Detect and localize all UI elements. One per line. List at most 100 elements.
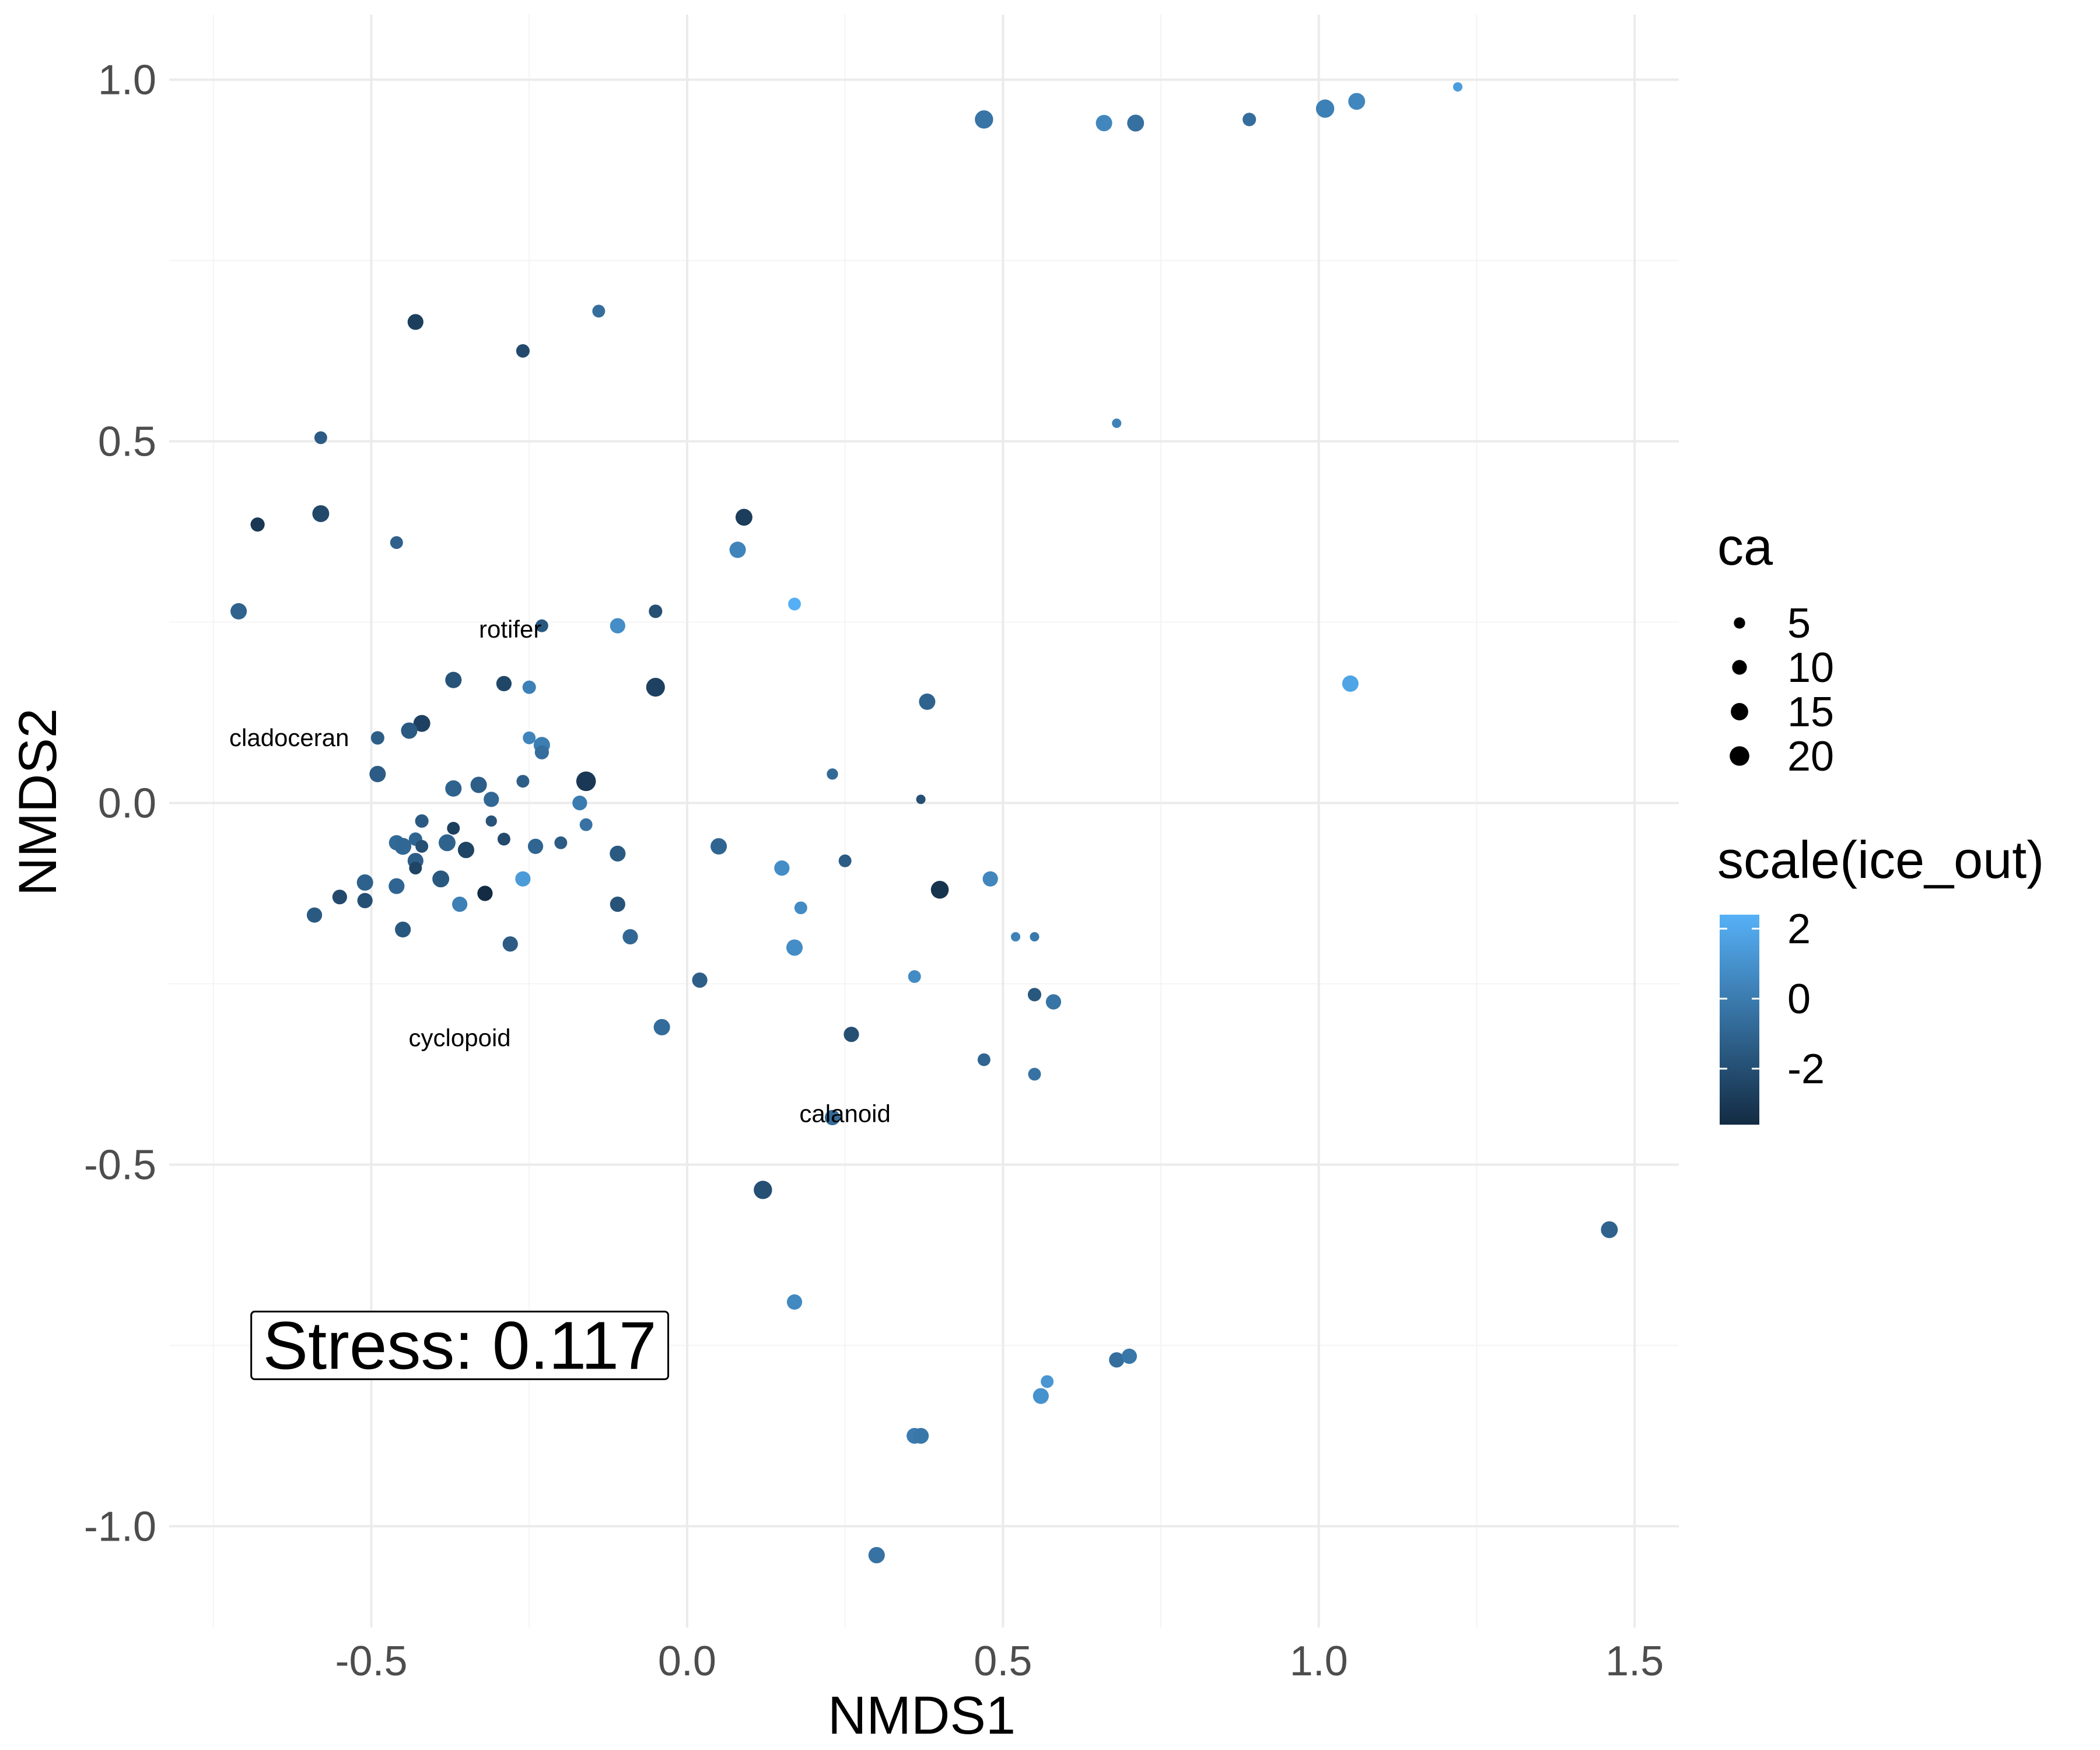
data-point [1027,988,1042,1002]
minor-gridlines [169,15,1679,1628]
data-point [982,871,998,887]
data-point [572,795,587,811]
data-point [774,860,790,876]
data-point [977,1053,991,1066]
data-point [1348,93,1366,110]
data-point [388,878,405,894]
colorbar [1720,915,1759,1125]
data-point [1028,1068,1041,1081]
size-legend-key [1730,746,1749,766]
data-point [516,344,530,358]
data-point [913,1427,929,1444]
data-point [754,1181,772,1199]
data-point [1030,932,1040,942]
data-point [515,871,531,887]
size-legend-label: 10 [1787,645,1834,691]
data-point [1112,418,1122,428]
data-point [919,693,936,710]
data-point [1452,82,1463,92]
data-point [975,110,993,129]
data-point [415,839,429,853]
data-point [395,921,411,938]
data-point [1127,114,1144,132]
data-point [447,821,460,835]
data-point [477,886,493,901]
data-point [592,304,606,318]
data-point [579,818,593,831]
colorbar-tick-label: 0 [1787,976,1811,1023]
data-point [824,1110,841,1125]
stress-box [250,1310,670,1380]
data-point [470,776,487,793]
data-point [827,768,838,780]
data-point [1032,1388,1049,1404]
y-axis-tick-labels: -1.0 -0.5 0.0 0.5 1.0 [84,57,156,1550]
data-point [786,1294,803,1310]
y-tick-label: -0.5 [84,1142,156,1188]
data-point [516,775,530,788]
data-point [369,765,386,782]
data-point [445,671,462,688]
data-point [535,619,548,632]
data-point [1109,1352,1125,1368]
data-point [786,939,803,956]
data-point [230,603,247,620]
data-point [930,880,949,899]
data-point [445,780,462,797]
data-point [788,597,801,611]
data-point [407,314,424,330]
data-point [452,896,468,912]
data-point [554,836,568,849]
data-point [1242,113,1256,127]
size-legend-key [1734,617,1745,629]
data-point [1315,99,1335,118]
data-point [401,722,418,739]
species-labels: rotifer cladoceran cyclopoid calanoid [229,615,891,1128]
size-legend-key [1731,703,1748,720]
data-point [646,678,665,697]
data-point [710,838,727,855]
data-point [838,854,852,867]
data-point [844,1027,859,1042]
data-point [522,680,536,694]
y-tick-label: -1.0 [84,1503,156,1550]
species-label: cladoceran [229,724,349,751]
data-point [1045,994,1062,1010]
color-legend: scale(ice_out) 2 0 -2 [1717,831,2044,1125]
y-tick-label: 0.0 [98,780,156,827]
data-point [390,536,403,550]
data-point [1342,675,1359,692]
data-point [1121,1348,1138,1364]
data-point [1601,1221,1618,1238]
colorbar-ticks: 2 0 -2 [1720,906,1825,1093]
size-legend-key [1732,660,1747,675]
species-label: calanoid [799,1100,890,1128]
x-axis-title: NMDS1 [828,1686,1016,1745]
size-legend-label: 20 [1787,733,1834,780]
stress-annotation: Stress: 0.117 [250,1307,670,1383]
data-point [534,745,549,760]
species-label: cyclopoid [409,1024,511,1051]
colorbar-tick-label: -2 [1787,1046,1825,1093]
data-point [1010,932,1021,942]
data-point [576,771,596,792]
data-point [729,541,746,558]
data-point [523,731,536,744]
size-legend-label: 5 [1787,600,1811,647]
y-axis-title: NMDS2 [8,708,68,896]
data-point [356,874,373,891]
data-point [649,604,663,618]
data-point [306,907,323,923]
data-point [250,517,265,532]
colorbar-tick-label: 2 [1787,906,1811,953]
data-point [1041,1375,1054,1388]
data-point [502,936,518,952]
data-point [916,794,926,804]
data-point [438,834,456,852]
data-point [415,814,429,828]
data-point [312,505,330,523]
data-point [610,896,625,912]
data-point [432,870,450,888]
